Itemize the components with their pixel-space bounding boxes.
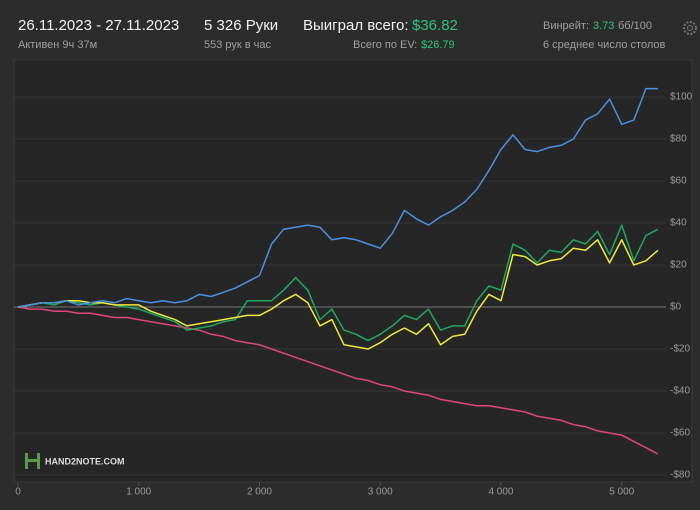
winrate-label: Винрейт: bbox=[543, 20, 589, 32]
series-line bbox=[17, 87, 658, 308]
x-tick-label: 4 000 bbox=[488, 487, 513, 498]
x-tick-label: 5 000 bbox=[609, 487, 634, 498]
plot-area bbox=[13, 59, 693, 483]
hands: 5 326 Руки bbox=[204, 17, 278, 34]
y-tick-label: -$40 bbox=[670, 386, 690, 397]
y-tick-label: -$20 bbox=[670, 344, 690, 355]
y-tick-label: $80 bbox=[670, 134, 687, 145]
x-tick-label: 0 bbox=[15, 487, 21, 498]
logo-text: HAND2NOTE.COM bbox=[45, 456, 125, 466]
y-tick-label: $100 bbox=[670, 92, 693, 103]
series-line bbox=[17, 239, 659, 350]
y-tick-label: -$60 bbox=[670, 428, 690, 439]
ev-label: Всего по EV: bbox=[353, 39, 417, 51]
ev-value: $26.79 bbox=[421, 39, 455, 51]
won-label: Выиграл всего: bbox=[303, 17, 409, 34]
winrate-value: 3.73 bbox=[593, 20, 614, 32]
active-time: Активен 9ч 37м bbox=[18, 39, 97, 51]
dates: 26.11.2023 - 27.11.2023 bbox=[18, 17, 179, 34]
won-value: $36.82 bbox=[412, 17, 458, 34]
logo: HAND2NOTE.COM bbox=[25, 453, 125, 469]
x-tick-label: 2 000 bbox=[247, 487, 272, 498]
y-tick-label: $40 bbox=[670, 218, 687, 229]
y-tick-label: $0 bbox=[670, 302, 682, 313]
y-tick-label: $20 bbox=[670, 260, 687, 271]
hands-per-hour: 553 рук в час bbox=[204, 39, 272, 51]
y-tick-label: $60 bbox=[670, 176, 687, 187]
series-line bbox=[17, 224, 659, 342]
winrate-unit: бб/100 bbox=[618, 20, 652, 32]
y-tick-label: -$80 bbox=[670, 470, 690, 481]
series-line bbox=[17, 306, 659, 455]
x-tick-label: 3 000 bbox=[368, 487, 393, 498]
x-tick-label: 1 000 bbox=[126, 487, 151, 498]
tables: 6 среднее число столов bbox=[543, 39, 665, 51]
settings-icon[interactable] bbox=[683, 21, 697, 35]
